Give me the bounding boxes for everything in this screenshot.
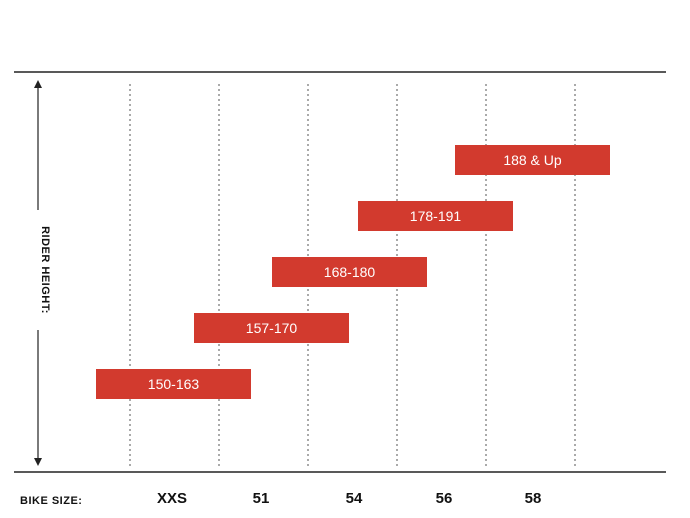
bar-label: 168-180 [324, 264, 376, 280]
bar-rect [358, 201, 513, 231]
tick-label-xxs: XXS [157, 490, 187, 507]
bar-label: 188 & Up [503, 152, 562, 168]
bar-label: 157-170 [246, 320, 298, 336]
tick-label-51: 51 [253, 490, 270, 507]
tick-label-58: 58 [525, 490, 542, 507]
bar-label: 150-163 [148, 376, 200, 392]
bar-4: 178-191 [358, 201, 513, 231]
y-axis-title: RIDER HEIGHT: [39, 226, 51, 314]
y-axis: RIDER HEIGHT: [34, 80, 51, 466]
x-axis-title: BIKE SIZE: [20, 495, 82, 507]
tick-label-56: 56 [436, 490, 453, 507]
bar-label: 178-191 [410, 208, 462, 224]
arrow-up-icon [34, 80, 42, 88]
bars: 150-163 157-170 168-180 178-191 188 & Up [96, 145, 610, 399]
bar-rect [96, 369, 251, 399]
bar-2: 157-170 [194, 313, 349, 343]
arrow-down-icon [34, 458, 42, 466]
bar-5: 188 & Up [455, 145, 610, 175]
bar-rect [194, 313, 349, 343]
x-tick-labels: XXS 51 54 56 58 [157, 490, 541, 507]
bar-3: 168-180 [272, 257, 427, 287]
bar-rect [272, 257, 427, 287]
tick-label-54: 54 [346, 490, 363, 507]
bar-1: 150-163 [96, 369, 251, 399]
bar-rect [455, 145, 610, 175]
